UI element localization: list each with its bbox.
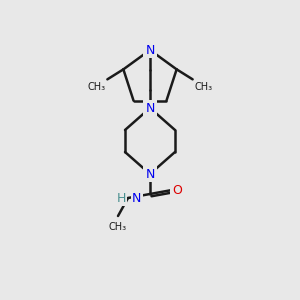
Text: N: N <box>145 101 155 115</box>
Text: N: N <box>145 44 155 56</box>
Text: O: O <box>172 184 182 196</box>
Text: H: H <box>117 191 126 205</box>
Text: N: N <box>132 191 141 205</box>
Text: N: N <box>145 167 155 181</box>
Text: CH₃: CH₃ <box>109 222 127 232</box>
Text: CH₃: CH₃ <box>195 82 213 92</box>
Text: CH₃: CH₃ <box>87 82 105 92</box>
